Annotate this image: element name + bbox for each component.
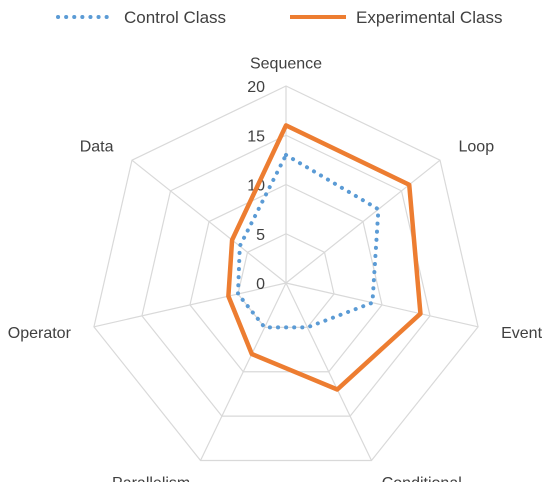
grid-ring-20: [93, 85, 479, 462]
grid-spoke-conditional: [285, 282, 373, 461]
series-line-experimental-class: [226, 123, 423, 392]
legend-label-experimental-class: Experimental Class: [356, 8, 502, 27]
tick-label: 15: [247, 128, 265, 145]
legend-label-control-class: Control Class: [124, 8, 226, 27]
grid-spoke-event: [285, 282, 479, 328]
tick-label: 0: [256, 276, 265, 293]
grid-ring-15: [141, 134, 431, 417]
category-label-parallelism: Parallelism: [112, 475, 190, 482]
grid-spoke-loop: [285, 159, 441, 284]
category-label-data: Data: [80, 138, 114, 155]
category-label-loop: Loop: [459, 138, 495, 155]
series-lines: [226, 123, 423, 392]
legend: Control Class Experimental Class: [56, 8, 502, 27]
category-label-operator: Operator: [8, 325, 72, 342]
tick-label: 5: [256, 227, 265, 244]
grid-spoke-data: [131, 159, 287, 284]
category-labels: Sequence Loop Event Conditional Parallelism O…: [8, 55, 543, 482]
category-label-sequence: Sequence: [250, 55, 322, 72]
category-label-event: Event: [501, 325, 542, 342]
grid-spoke-operator: [93, 282, 287, 328]
tick-label: 20: [247, 79, 265, 96]
category-label-conditional: Conditional: [382, 475, 462, 482]
grid-ring-10: [189, 183, 383, 373]
radar-grid: [93, 85, 479, 462]
series-line-control-class: [235, 152, 381, 330]
grid-spoke-parallelism: [199, 282, 287, 461]
